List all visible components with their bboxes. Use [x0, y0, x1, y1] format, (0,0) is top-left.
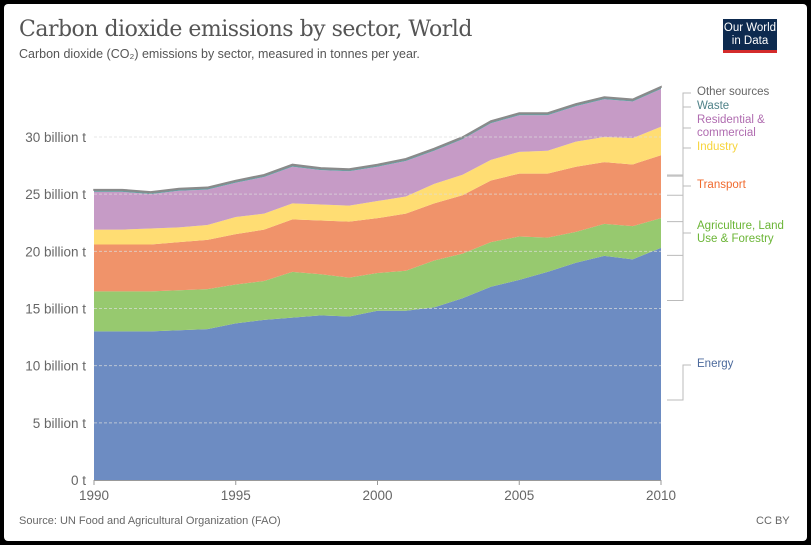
chart-subtitle: Carbon dioxide (CO₂) emissions by sector… — [19, 47, 420, 61]
x-tick-label: 2010 — [646, 488, 676, 503]
x-tick-label: 2000 — [362, 488, 392, 503]
legend-label[interactable]: Other sources — [697, 86, 770, 98]
legend-label[interactable]: Industry — [697, 141, 738, 153]
area-industry — [94, 126, 661, 245]
chart-title: Carbon dioxide emissions by sector, Worl… — [19, 17, 472, 42]
area-agriculture-land-use-forestry — [94, 218, 661, 332]
x-tick-label: 1995 — [221, 488, 251, 503]
area-transport — [94, 155, 661, 292]
x-tick-label: 1990 — [79, 488, 109, 503]
y-tick-label: 5 billion t — [33, 416, 87, 431]
legend-connector — [667, 364, 691, 401]
y-tick-label: 30 billion t — [25, 130, 86, 145]
legend-connector — [667, 106, 691, 177]
legend-connector — [667, 92, 691, 176]
area-other-sources — [93, 85, 662, 194]
y-tick-label: 15 billion t — [25, 302, 86, 317]
source-note[interactable]: Source: UN Food and Agricultural Organiz… — [19, 515, 281, 527]
legend-connector — [667, 147, 691, 223]
x-tick-label: 2005 — [504, 488, 534, 503]
y-tick-label: 20 billion t — [25, 244, 86, 259]
legend-label[interactable]: Waste — [697, 100, 730, 112]
y-tick-label: 0 t — [71, 473, 86, 488]
legend-label[interactable]: Energy — [697, 358, 734, 370]
logo-line-1: Our World — [723, 22, 777, 34]
logo-line-2: in Data — [731, 35, 769, 47]
legend-label[interactable]: Transport — [697, 179, 746, 191]
area-energy — [94, 247, 661, 480]
legend-connector — [667, 127, 691, 196]
y-tick-label: 10 billion t — [25, 359, 86, 374]
license-link[interactable]: CC BY — [756, 515, 790, 527]
legend-label[interactable]: Residential & commercial — [697, 114, 765, 139]
y-tick-label: 25 billion t — [25, 187, 86, 202]
owid-logo[interactable]: Our World in Data — [723, 19, 777, 53]
legend-connector — [667, 185, 691, 256]
legend-connector — [667, 232, 691, 301]
legend-label[interactable]: Agriculture, Land Use & Forestry — [697, 220, 784, 245]
